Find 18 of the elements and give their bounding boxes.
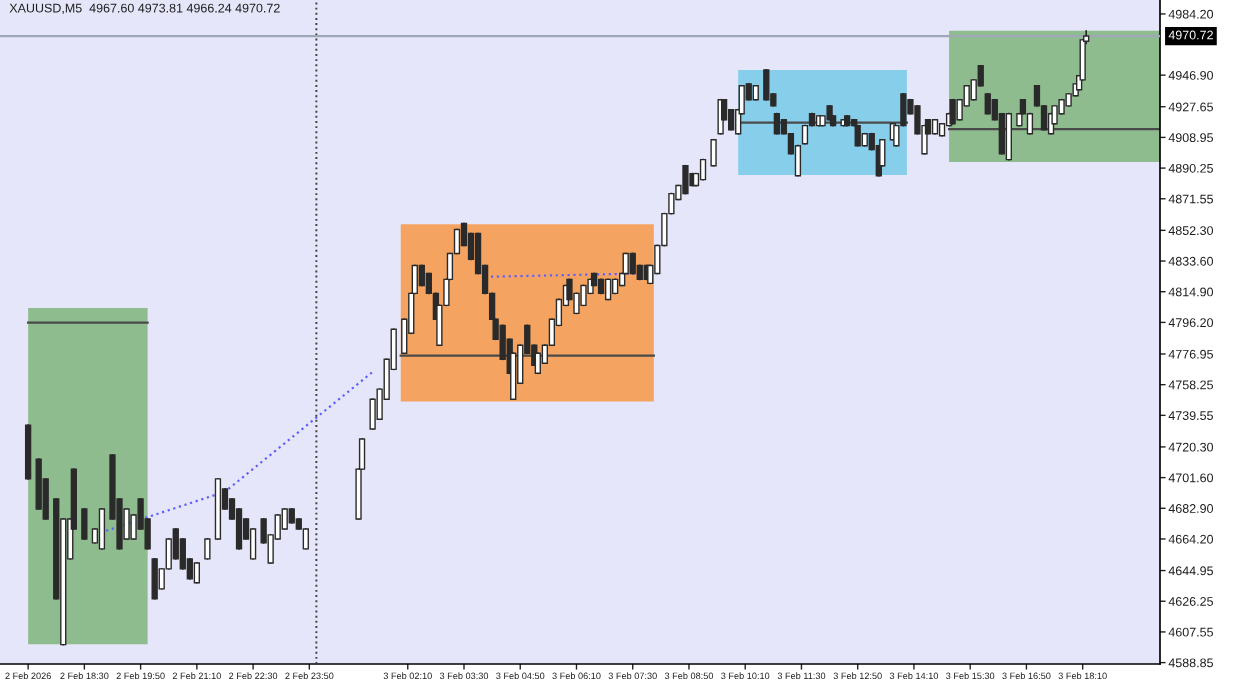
candlestick (699, 158, 707, 181)
candlestick (204, 538, 211, 560)
candlestick (534, 352, 541, 375)
candlestick (984, 93, 991, 115)
candlestick (773, 112, 781, 135)
candlestick (629, 252, 636, 275)
candlestick (98, 508, 106, 550)
candlestick (1005, 112, 1013, 161)
candlestick (151, 557, 158, 600)
candlestick (418, 264, 425, 287)
candlestick (193, 562, 201, 584)
candlestick (682, 164, 689, 195)
candlestick (710, 138, 717, 167)
candlestick (604, 278, 612, 301)
candlestick (580, 284, 587, 307)
candlestick (763, 69, 770, 101)
candlestick (81, 508, 88, 540)
candlestick (854, 124, 861, 147)
